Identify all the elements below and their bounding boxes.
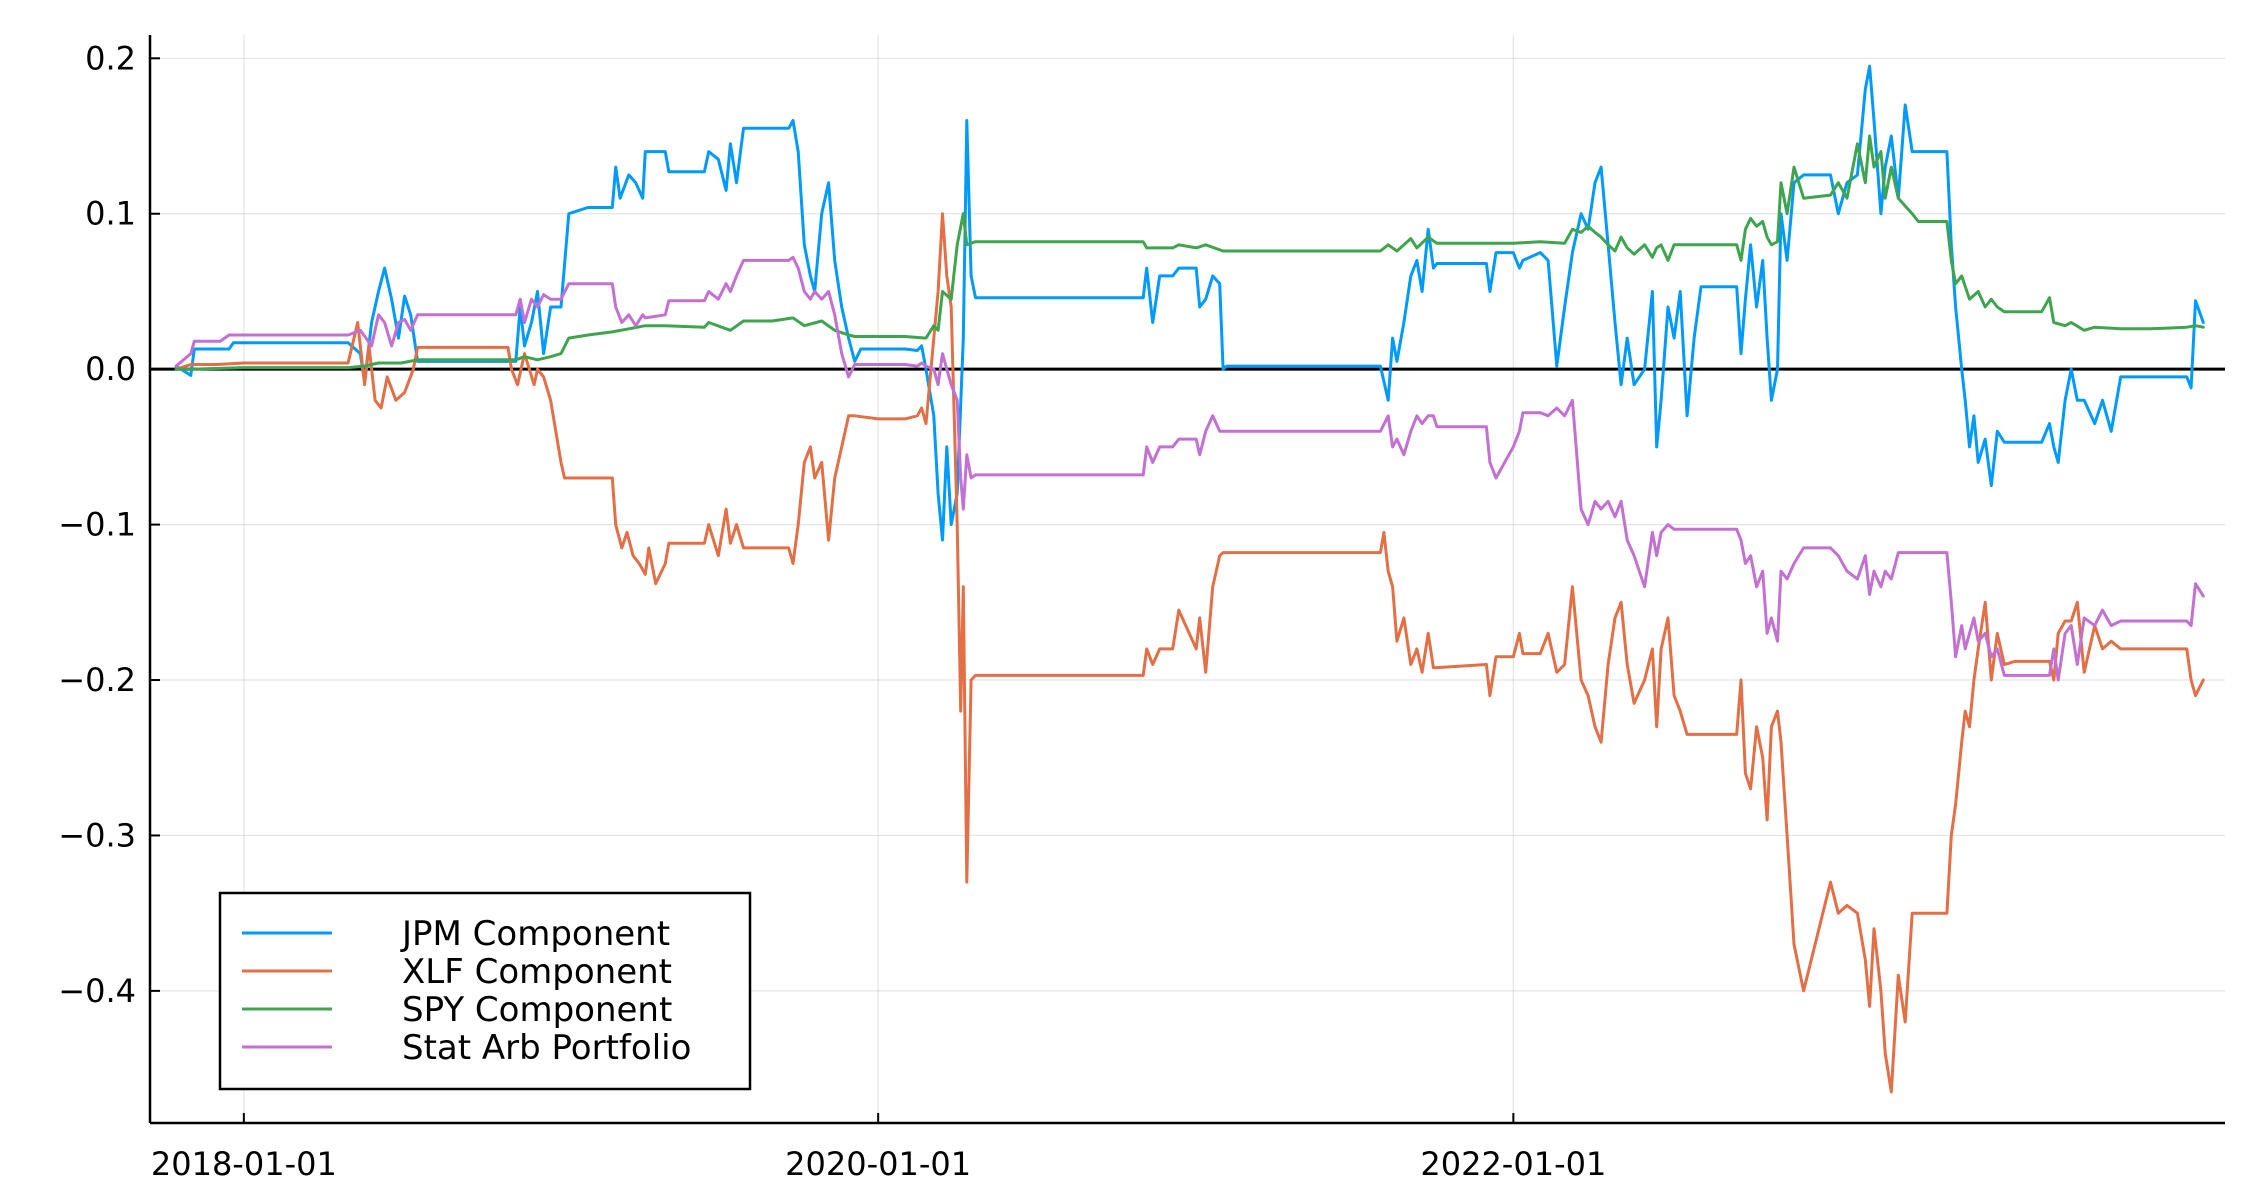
y-tick-label: 0.0	[85, 350, 136, 388]
y-tick-label: −0.2	[58, 661, 136, 699]
series-line-xlf-component	[174, 212, 2205, 1094]
legend-box	[218, 891, 752, 1091]
y-tick-label: 0.1	[85, 195, 136, 233]
y-tick-label: −0.1	[58, 506, 136, 544]
x-tick-label: 2020-01-01	[785, 1145, 971, 1183]
series-line-spy-component	[174, 134, 2205, 371]
series-lines	[174, 64, 2205, 1094]
y-tick-label: −0.4	[58, 972, 136, 1010]
x-tick-label: 2022-01-01	[1420, 1145, 1606, 1183]
series-line-jpm-component	[174, 64, 2205, 542]
legend-label: XLF Component	[402, 952, 672, 992]
axes: 0.2 0.1 0.0 −0.1 −0.2 −0.3 −0.4 2018-01-01 2020-…	[58, 35, 2225, 1183]
series-line-stat-arb-portfolio	[174, 255, 2205, 682]
x-tick-label: 2018-01-01	[151, 1145, 337, 1183]
legend-label: SPY Component	[402, 990, 672, 1030]
legend-label: JPM Component	[400, 914, 670, 954]
y-tick-label: −0.3	[58, 816, 136, 854]
legend-label: Stat Arb Portfolio	[402, 1028, 691, 1068]
y-tick-label: 0.2	[85, 39, 136, 77]
